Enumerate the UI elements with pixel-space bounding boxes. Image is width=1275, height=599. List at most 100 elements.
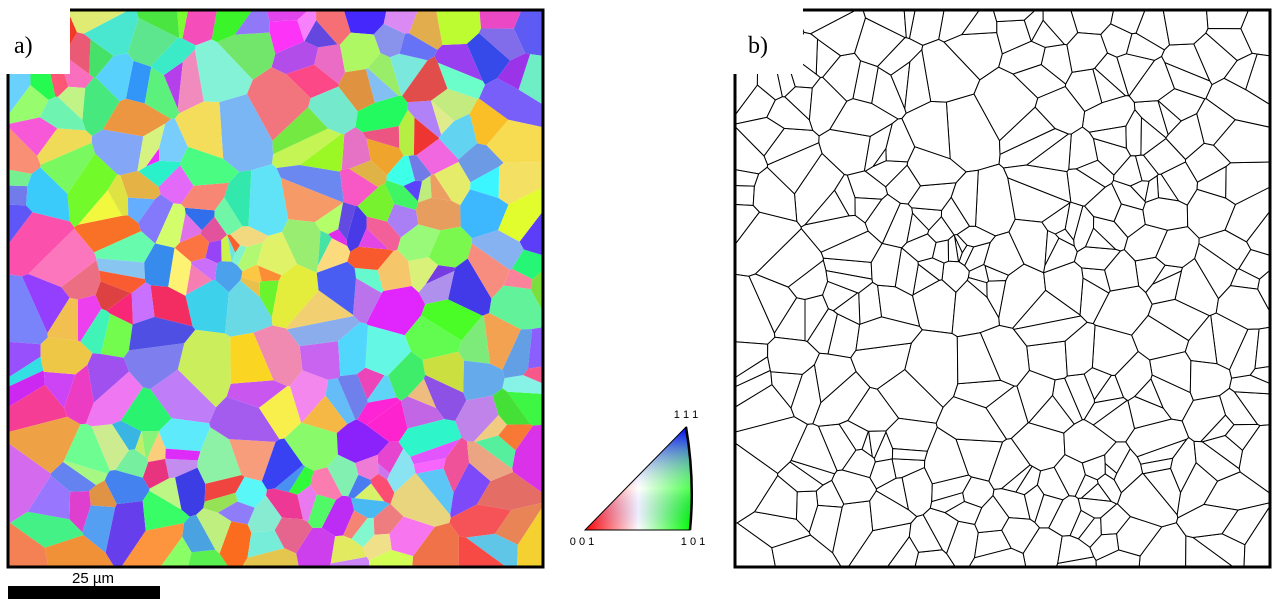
grain (182, 514, 216, 553)
grain (1023, 10, 1044, 42)
grain (150, 369, 217, 424)
key-label: 0 0 1 (570, 536, 594, 548)
grain (209, 396, 280, 442)
grain (434, 43, 483, 81)
grain (232, 245, 247, 266)
grain (43, 371, 76, 409)
grain (247, 67, 311, 141)
grain (105, 500, 146, 567)
grain (266, 10, 309, 22)
grain (64, 364, 94, 425)
grain (8, 85, 49, 125)
grain (397, 224, 441, 261)
grain (820, 230, 883, 263)
grain (177, 329, 231, 408)
grain (523, 366, 543, 384)
grain (224, 170, 252, 227)
grain (288, 466, 314, 495)
grain (219, 94, 273, 172)
grain (337, 374, 368, 420)
grain (389, 53, 428, 96)
grain (215, 261, 243, 293)
grain (1224, 423, 1261, 452)
grain (478, 78, 543, 128)
grain (142, 490, 190, 531)
grain (854, 17, 906, 68)
scale-bar (8, 586, 160, 599)
grain (1223, 52, 1258, 91)
grain (47, 297, 78, 341)
grain (351, 498, 390, 518)
grain (1164, 61, 1213, 100)
grain (838, 420, 869, 451)
grain-boundary-map (735, 10, 1270, 567)
grain (355, 95, 408, 133)
grain (1128, 55, 1176, 103)
grain (67, 153, 118, 228)
grain (399, 33, 438, 61)
grain (437, 62, 485, 99)
grain (266, 488, 304, 520)
grain (964, 241, 991, 272)
grain (346, 206, 367, 252)
grain (214, 197, 243, 235)
grain (57, 86, 86, 120)
grain (230, 226, 269, 247)
grain (1254, 326, 1270, 370)
grain (1243, 505, 1270, 567)
grain (1205, 27, 1253, 62)
grain (274, 464, 306, 493)
grain (450, 462, 491, 518)
grain (366, 216, 401, 251)
grain (146, 148, 160, 167)
grain (180, 146, 240, 186)
grain (498, 424, 533, 451)
grain (422, 351, 464, 393)
grain (413, 117, 439, 156)
grain (748, 273, 798, 335)
grain (225, 280, 273, 337)
grain (8, 356, 44, 387)
grain (123, 343, 185, 390)
grain (517, 506, 543, 567)
grain (348, 474, 372, 499)
grain (1042, 237, 1078, 274)
grain (83, 10, 139, 56)
grain (767, 336, 820, 375)
grain (204, 475, 245, 502)
grain (460, 189, 509, 239)
grain (357, 397, 401, 425)
grain (735, 125, 769, 175)
grain (355, 454, 379, 480)
grain (135, 431, 146, 457)
grain (186, 264, 213, 295)
grain (735, 116, 785, 157)
grain (138, 160, 181, 187)
grain (906, 146, 967, 187)
grain (901, 233, 937, 263)
grain (431, 88, 478, 121)
grain (299, 341, 341, 380)
grain (787, 259, 829, 301)
grain (179, 213, 202, 243)
grain (26, 167, 70, 222)
grain (200, 216, 228, 243)
grain (168, 247, 192, 296)
grain (144, 243, 175, 287)
grain (528, 327, 543, 369)
key-label: 1 0 1 (681, 536, 705, 548)
grain (226, 380, 288, 408)
grain (1010, 422, 1066, 472)
grain (95, 281, 131, 311)
grain (1144, 174, 1160, 204)
grain (205, 240, 222, 264)
grain (389, 516, 435, 556)
grain (8, 416, 81, 474)
grain (349, 160, 387, 188)
grain (141, 430, 160, 459)
grain (135, 10, 180, 38)
grain (8, 204, 33, 245)
grain (28, 228, 97, 288)
grain (269, 20, 305, 54)
